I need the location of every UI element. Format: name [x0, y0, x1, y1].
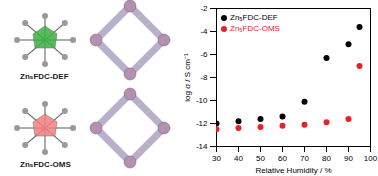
html-text:Zn₅FDC-DEF: Zn₅FDC-DEF — [230, 13, 278, 22]
svg-text:40: 40 — [234, 154, 243, 163]
svg-text:90: 90 — [344, 154, 353, 163]
svg-text:60: 60 — [278, 154, 287, 163]
html-text:Zn₅FDC-OMS: Zn₅FDC-OMS — [20, 160, 71, 169]
svg-text:-6: -6 — [200, 50, 208, 59]
html-text:Zn₅FDC-OMS: Zn₅FDC-OMS — [230, 24, 280, 33]
svg-text:80: 80 — [322, 154, 331, 163]
svg-text:-12: -12 — [196, 119, 208, 128]
svg-text:-10: -10 — [196, 96, 208, 105]
svg-text:-14: -14 — [196, 142, 208, 151]
svg-text:50: 50 — [256, 154, 265, 163]
svg-text:-2: -2 — [200, 4, 208, 13]
svg-text:log σ / S cm⁻¹: log σ / S cm⁻¹ — [183, 53, 192, 102]
svg-text:-4: -4 — [200, 27, 208, 36]
svg-text:Relative Humidity / %: Relative Humidity / % — [255, 166, 331, 175]
svg-text:70: 70 — [300, 154, 309, 163]
svg-text:100: 100 — [364, 154, 378, 163]
svg-text:-8: -8 — [200, 73, 208, 82]
svg-text:30: 30 — [212, 154, 221, 163]
html-text:Zn₅FDC-DEF: Zn₅FDC-DEF — [20, 72, 69, 81]
